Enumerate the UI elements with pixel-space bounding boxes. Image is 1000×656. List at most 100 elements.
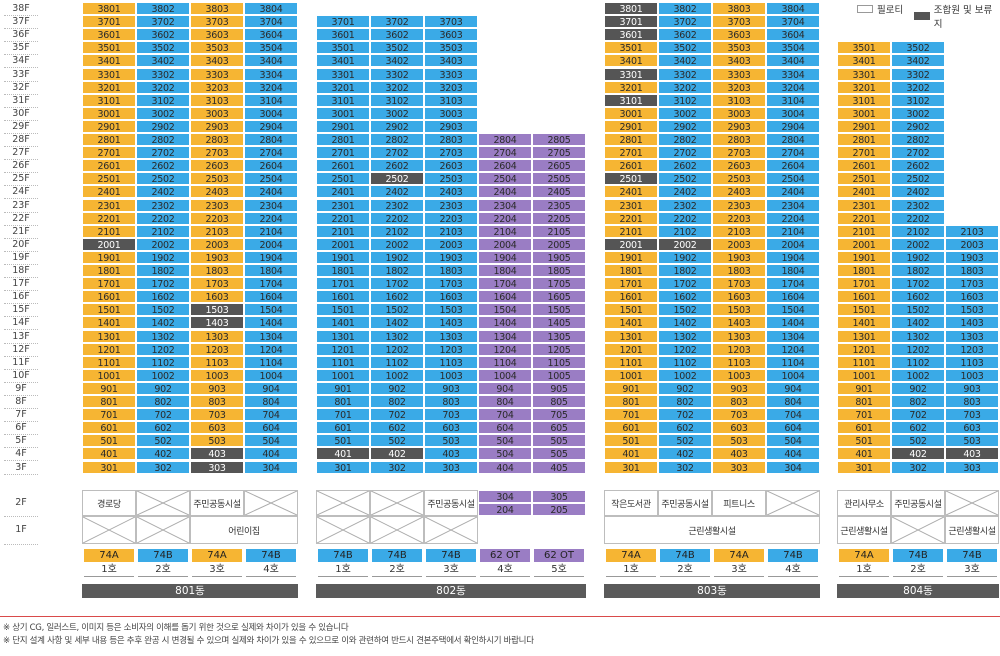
unit-801동-2204[interactable]: 2204 (244, 211, 298, 225)
unit-801동-3603[interactable]: 3603 (190, 28, 244, 42)
unit-802동-2603[interactable]: 2603 (424, 159, 478, 173)
unit-804동-1201[interactable]: 1201 (837, 342, 891, 356)
unit-801동-2002[interactable]: 2002 (136, 237, 190, 251)
unit-801동-1804[interactable]: 1804 (244, 264, 298, 278)
unit-802동-1702[interactable]: 1702 (370, 277, 424, 291)
unit-804동-2802[interactable]: 2802 (891, 133, 945, 147)
unit-803동-2501[interactable]: 2501 (604, 172, 658, 186)
unit-803동-3701[interactable]: 3701 (604, 15, 658, 29)
unit-804동-703[interactable]: 703 (945, 408, 999, 422)
unit-803동-1204[interactable]: 1204 (766, 342, 820, 356)
unit-803동-801[interactable]: 801 (604, 395, 658, 409)
unit-803동-3101[interactable]: 3101 (604, 93, 658, 107)
unit-801동-1203[interactable]: 1203 (190, 342, 244, 356)
unit-802동-2505[interactable]: 2505 (532, 172, 586, 186)
unit-803동-3501[interactable]: 3501 (604, 41, 658, 55)
unit-801동-3402[interactable]: 3402 (136, 54, 190, 68)
unit-801동-703[interactable]: 703 (190, 408, 244, 422)
unit-802동-3502[interactable]: 3502 (370, 41, 424, 55)
unit-801동-901[interactable]: 901 (82, 381, 136, 395)
unit-802동-2003[interactable]: 2003 (424, 237, 478, 251)
unit-803동-3302[interactable]: 3302 (658, 67, 712, 81)
unit-802동-2502[interactable]: 2502 (370, 172, 424, 186)
unit-803동-1203[interactable]: 1203 (712, 342, 766, 356)
unit-803동-2804[interactable]: 2804 (766, 133, 820, 147)
unit-802동-2203[interactable]: 2203 (424, 211, 478, 225)
unit-803동-1401[interactable]: 1401 (604, 316, 658, 330)
unit-801동-2502[interactable]: 2502 (136, 172, 190, 186)
unit-802동-1103[interactable]: 1103 (424, 355, 478, 369)
unit-801동-1702[interactable]: 1702 (136, 277, 190, 291)
unit-801동-2302[interactable]: 2302 (136, 198, 190, 212)
unit-804동-1503[interactable]: 1503 (945, 303, 999, 317)
unit-803동-3303[interactable]: 3303 (712, 67, 766, 81)
unit-802동-805[interactable]: 805 (532, 395, 586, 409)
unit-801동-1201[interactable]: 1201 (82, 342, 136, 356)
unit-801동-2103[interactable]: 2103 (190, 224, 244, 238)
unit-802동-1104[interactable]: 1104 (478, 355, 532, 369)
unit-801동-1802[interactable]: 1802 (136, 264, 190, 278)
unit-801동-304[interactable]: 304 (244, 460, 298, 474)
unit-801동-3302[interactable]: 3302 (136, 67, 190, 81)
unit-804동-1803[interactable]: 1803 (945, 264, 999, 278)
unit-802동-2102[interactable]: 2102 (370, 224, 424, 238)
unit-804동-2501[interactable]: 2501 (837, 172, 891, 186)
unit-802동-302[interactable]: 302 (370, 460, 424, 474)
unit-803동-402[interactable]: 402 (658, 447, 712, 461)
unit-801동-3804[interactable]: 3804 (244, 2, 298, 16)
unit-803동-2904[interactable]: 2904 (766, 119, 820, 133)
unit-801동-3404[interactable]: 3404 (244, 54, 298, 68)
unit-803동-1901[interactable]: 1901 (604, 250, 658, 264)
unit-802동-2303[interactable]: 2303 (424, 198, 478, 212)
unit-801동-3002[interactable]: 3002 (136, 106, 190, 120)
unit-801동-2601[interactable]: 2601 (82, 159, 136, 173)
unit-802동-3601[interactable]: 3601 (316, 28, 370, 42)
unit-804동-602[interactable]: 602 (891, 421, 945, 435)
unit-803동-403[interactable]: 403 (712, 447, 766, 461)
unit-802동-3603[interactable]: 3603 (424, 28, 478, 42)
unit-801동-3604[interactable]: 3604 (244, 28, 298, 42)
unit-802동-405[interactable]: 405 (532, 460, 586, 474)
unit-803동-3603[interactable]: 3603 (712, 28, 766, 42)
unit-803동-1602[interactable]: 1602 (658, 290, 712, 304)
unit-802동-1803[interactable]: 1803 (424, 264, 478, 278)
unit-804동-1202[interactable]: 1202 (891, 342, 945, 356)
unit-803동-2502[interactable]: 2502 (658, 172, 712, 186)
unit-803동-2403[interactable]: 2403 (712, 185, 766, 199)
unit-803동-3001[interactable]: 3001 (604, 106, 658, 120)
unit-804동-2601[interactable]: 2601 (837, 159, 891, 173)
unit-801동-3102[interactable]: 3102 (136, 93, 190, 107)
unit-801동-1901[interactable]: 1901 (82, 250, 136, 264)
unit-801동-1501[interactable]: 1501 (82, 303, 136, 317)
unit-803동-3202[interactable]: 3202 (658, 80, 712, 94)
unit-804동-1902[interactable]: 1902 (891, 250, 945, 264)
unit-802동-804[interactable]: 804 (478, 395, 532, 409)
unit-804동-2003[interactable]: 2003 (945, 237, 999, 251)
unit-803동-1001[interactable]: 1001 (604, 368, 658, 382)
unit-801동-1004[interactable]: 1004 (244, 368, 298, 382)
unit-804동-1901[interactable]: 1901 (837, 250, 891, 264)
unit-801동-3304[interactable]: 3304 (244, 67, 298, 81)
unit-802동-2803[interactable]: 2803 (424, 133, 478, 147)
unit-804동-1701[interactable]: 1701 (837, 277, 891, 291)
unit-804동-901[interactable]: 901 (837, 381, 891, 395)
unit-802동-1904[interactable]: 1904 (478, 250, 532, 264)
unit-801동-1502[interactable]: 1502 (136, 303, 190, 317)
unit-802동-3002[interactable]: 3002 (370, 106, 424, 120)
unit-803동-301[interactable]: 301 (604, 460, 658, 474)
unit-802동-2801[interactable]: 2801 (316, 133, 370, 147)
unit-802동-1204[interactable]: 1204 (478, 342, 532, 356)
unit-802동-3203[interactable]: 3203 (424, 80, 478, 94)
unit-802동-1501[interactable]: 1501 (316, 303, 370, 317)
unit-801동-1801[interactable]: 1801 (82, 264, 136, 278)
unit-801동-3004[interactable]: 3004 (244, 106, 298, 120)
unit-803동-2002[interactable]: 2002 (658, 237, 712, 251)
unit-801동-3602[interactable]: 3602 (136, 28, 190, 42)
unit-802동-3701[interactable]: 3701 (316, 15, 370, 29)
unit-801동-3003[interactable]: 3003 (190, 106, 244, 120)
unit-802동-2703[interactable]: 2703 (424, 146, 478, 160)
unit-803동-2601[interactable]: 2601 (604, 159, 658, 173)
unit-801동-502[interactable]: 502 (136, 434, 190, 448)
unit-803동-2802[interactable]: 2802 (658, 133, 712, 147)
unit-801동-501[interactable]: 501 (82, 434, 136, 448)
